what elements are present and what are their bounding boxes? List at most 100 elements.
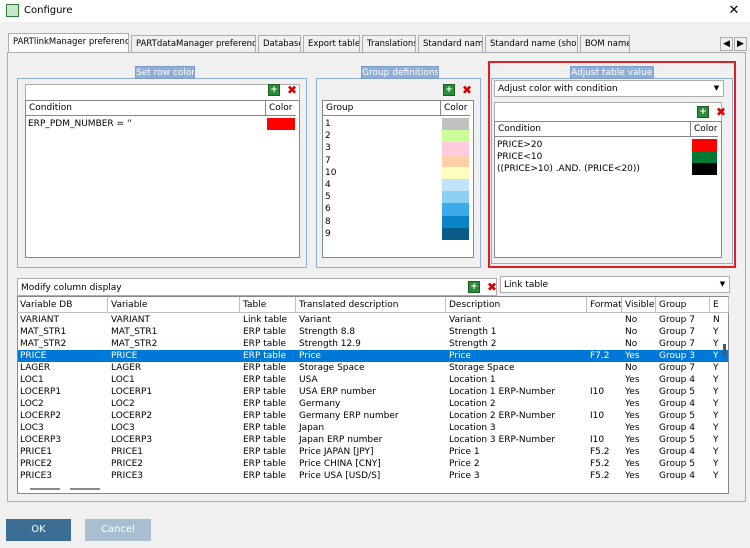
table-cell: ERP table (243, 411, 287, 421)
table-cell: Yes (625, 423, 640, 433)
table-cell: Y (713, 327, 719, 337)
column-header[interactable]: Table (240, 297, 296, 313)
table-cell: LOC1 (111, 375, 135, 385)
table-cell: Storage Space (299, 363, 365, 373)
condition-cell: 6 (325, 204, 331, 215)
table-cell: Y (713, 363, 719, 373)
tab-scroll-left[interactable]: ◀ (720, 37, 733, 51)
table-cell: ERP table (243, 423, 287, 433)
color-swatch[interactable] (692, 151, 717, 163)
table-cell: LOCERP1 (20, 387, 62, 397)
tab[interactable]: PARTdataManager preferences (131, 35, 256, 52)
table-dropdown[interactable]: Link table (500, 276, 730, 293)
tab[interactable]: PARTlinkManager preferences (8, 33, 129, 53)
condition-cell: 8 (325, 216, 331, 227)
table-cell: Group 5 (659, 459, 695, 469)
condition-cell: 4 (325, 180, 331, 190)
h-scrollbar-thumb (70, 488, 100, 490)
table-cell: LOCERP3 (111, 435, 153, 445)
table-cell: Location 2 ERP-Number (449, 411, 556, 421)
delete-button[interactable]: ✖ (715, 106, 727, 118)
condition-cell: 9 (325, 228, 331, 239)
table-cell: PRICE1 (20, 447, 53, 457)
table-cell: LOCERP3 (20, 435, 62, 445)
color-swatch[interactable] (442, 215, 469, 228)
condition-cell: 1 (325, 119, 331, 129)
table-cell: Yes (625, 375, 640, 385)
color-swatch[interactable] (442, 118, 469, 131)
tab[interactable]: Export tables (303, 35, 360, 52)
table-cell: LOC2 (20, 399, 44, 409)
color-swatch[interactable] (442, 142, 469, 155)
tab[interactable]: BOM name (580, 35, 630, 52)
table-cell: ERP table (243, 327, 287, 337)
color-swatch[interactable] (442, 191, 469, 204)
add-button[interactable]: + (268, 84, 280, 96)
color-swatch[interactable] (442, 166, 469, 179)
table-cell: No (625, 339, 638, 349)
delete-button[interactable]: ✖ (461, 84, 473, 96)
dropdown-arrow: ▼ (713, 84, 720, 92)
table-cell: Group 4 (659, 447, 695, 457)
delete-button[interactable]: ✖ (286, 84, 298, 96)
tab-scroll-right[interactable]: ▶ (734, 37, 747, 51)
column-header[interactable]: Description (446, 297, 587, 313)
color-swatch[interactable] (442, 154, 469, 167)
tab[interactable]: Standard name (418, 35, 483, 52)
selected-row[interactable] (18, 350, 728, 362)
tab[interactable]: Translations (362, 35, 416, 52)
table-cell: F5.2 (590, 459, 610, 469)
column-header[interactable]: Translated description (296, 297, 446, 313)
tab[interactable]: Database (258, 35, 301, 52)
table-cell: LOCERP2 (20, 411, 62, 421)
add-button[interactable]: + (697, 106, 709, 118)
column-header[interactable]: Variable DB (17, 297, 108, 313)
column-header[interactable]: Group (656, 297, 710, 313)
table-cell: Yes (625, 351, 640, 361)
table-cell: USA (299, 375, 318, 385)
table-cell: Group 5 (659, 411, 695, 421)
column-header[interactable]: E (710, 297, 729, 313)
table-cell: LOC3 (20, 423, 44, 433)
table-cell: Price CHINA [CNY] (299, 459, 381, 469)
table-cell: No (625, 327, 638, 337)
color-swatch[interactable] (692, 163, 717, 175)
color-swatch[interactable] (442, 227, 469, 240)
close-button[interactable]: ✕ (728, 3, 740, 18)
color-swatch[interactable] (692, 139, 717, 151)
color-swatch[interactable] (442, 203, 469, 216)
condition-cell: 2 (325, 131, 331, 142)
column-header[interactable]: Visible (622, 297, 656, 313)
tab[interactable]: Standard name (short) (485, 35, 578, 52)
cancel-button[interactable]: Cancel (85, 519, 151, 541)
table-cell: ERP table (243, 351, 287, 361)
color-swatch[interactable] (442, 130, 469, 143)
table-cell: Location 2 (449, 399, 496, 409)
table-cell: Group 4 (659, 375, 695, 385)
table-cell: VARIANT (111, 315, 151, 325)
table-cell: Yes (625, 471, 640, 481)
mode-dropdown[interactable]: Adjust color with condition (494, 80, 724, 97)
delete-button[interactable]: ✖ (486, 281, 498, 293)
table-cell: LOC2 (111, 399, 135, 409)
table-cell: PRICE2 (111, 459, 144, 469)
table-cell: Strength 2 (449, 339, 497, 349)
table-cell: Price 3 (449, 471, 480, 481)
color-swatch[interactable] (267, 118, 295, 130)
table-cell: LOCERP2 (111, 411, 153, 421)
column-header: Group (323, 100, 441, 116)
add-button[interactable]: + (468, 281, 480, 293)
color-swatch[interactable] (442, 179, 469, 192)
table-cell: MAT_STR2 (20, 339, 67, 349)
table-cell: ERP table (243, 363, 287, 373)
condition-cell: 5 (325, 192, 331, 203)
table-cell: Group 5 (659, 435, 695, 445)
column-header[interactable]: Variable (108, 297, 240, 313)
column-header[interactable]: Format (587, 297, 622, 313)
table-cell: ERP table (243, 447, 287, 457)
highlight-frame (488, 61, 736, 268)
ok-button[interactable]: OK (6, 519, 71, 541)
table-cell: Strength 1 (449, 327, 497, 337)
add-button[interactable]: + (443, 84, 455, 96)
table-cell: Y (713, 447, 719, 457)
